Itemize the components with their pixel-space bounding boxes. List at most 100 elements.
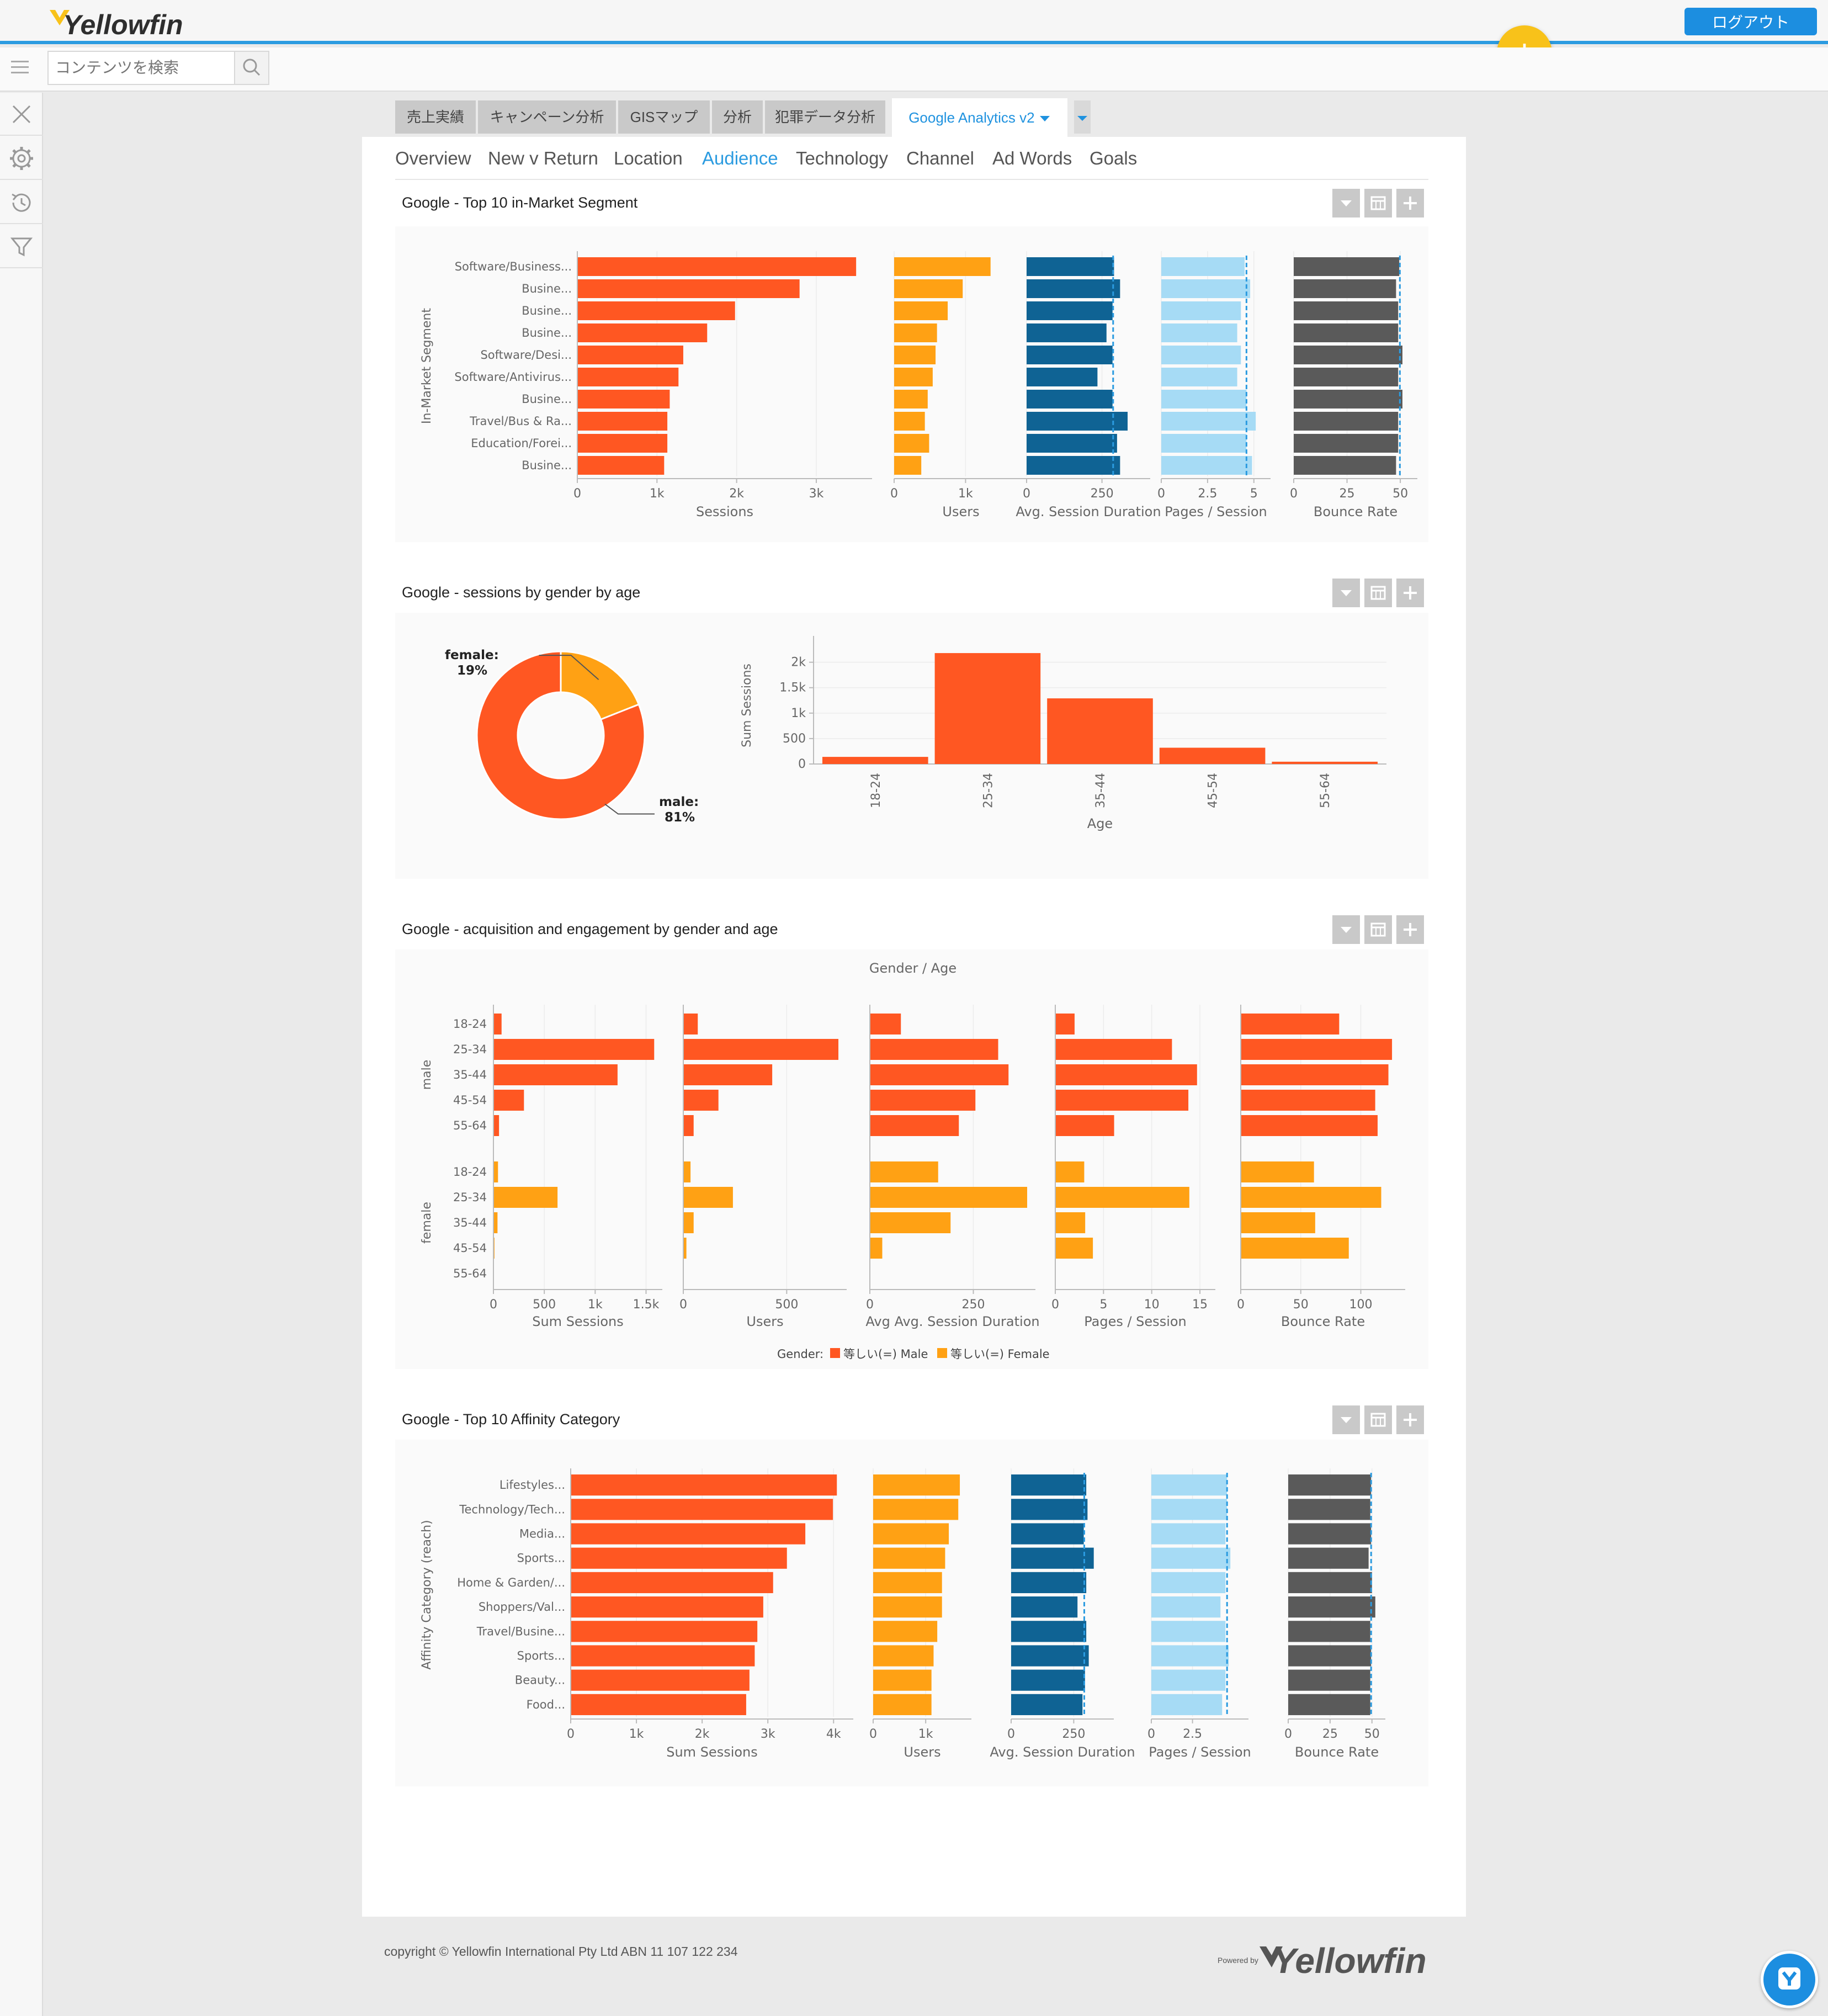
- axis-title: Age: [1087, 816, 1113, 831]
- left-sidebar: [0, 93, 43, 2016]
- bar: [1288, 1499, 1370, 1520]
- add-report-button[interactable]: [1396, 579, 1424, 607]
- bar: [1011, 1669, 1085, 1691]
- menu-icon[interactable]: [10, 60, 30, 75]
- tick-label: 0: [798, 757, 806, 771]
- settings-button[interactable]: [0, 137, 43, 180]
- bar: [493, 1090, 524, 1111]
- report-tab[interactable]: 犯罪データ分析: [765, 100, 885, 134]
- bar: [1161, 412, 1256, 431]
- bar: [1241, 1161, 1314, 1182]
- bar: [873, 1547, 945, 1569]
- category-label: 18-24: [869, 773, 883, 808]
- tick-label: 5: [1099, 1298, 1107, 1312]
- tab-overview[interactable]: Overview: [395, 148, 471, 168]
- powered-by-yellowfin-logo[interactable]: Powered by Yellowfin: [1214, 1932, 1441, 1987]
- report-actions: [1332, 579, 1427, 607]
- bar: [577, 257, 857, 276]
- report-menu-button[interactable]: [1332, 579, 1360, 607]
- report-title[interactable]: Google - acquisition and engagement by g…: [402, 921, 778, 937]
- report-tab-active[interactable]: Google Analytics v2: [892, 98, 1067, 137]
- axis-title: Sum Sessions: [666, 1744, 758, 1760]
- table-view-button[interactable]: [1364, 189, 1392, 217]
- tab-location[interactable]: Location: [614, 148, 683, 168]
- bar: [1027, 323, 1107, 342]
- bar: [873, 1523, 949, 1545]
- report-tab[interactable]: 売上実績: [395, 100, 476, 134]
- in-market-segment-chart: In-Market Segment Software/Business... Bus…: [420, 251, 1417, 519]
- category-label: Beauty...: [515, 1674, 565, 1687]
- logout-button[interactable]: ログアウト: [1684, 8, 1817, 35]
- bar: [1161, 257, 1245, 276]
- report-tab[interactable]: GISマップ: [618, 100, 710, 134]
- bar: [1288, 1572, 1372, 1593]
- bar: [577, 368, 679, 386]
- history-icon: [12, 193, 31, 212]
- bar: [1055, 1212, 1086, 1233]
- report-tab[interactable]: キャンペーン分析: [478, 100, 616, 134]
- bar: [1241, 1212, 1315, 1233]
- tab-new-v-return[interactable]: New v Return: [488, 148, 598, 168]
- bar: [873, 1499, 959, 1520]
- tick-label: 0: [869, 1727, 877, 1741]
- report-menu-button[interactable]: [1332, 189, 1360, 217]
- chat-button[interactable]: [1761, 1951, 1818, 2008]
- tab-technology[interactable]: Technology: [796, 148, 888, 168]
- table-view-button[interactable]: [1364, 915, 1392, 944]
- bar: [1011, 1572, 1087, 1593]
- report-actions: [1332, 189, 1427, 217]
- close-panel-button[interactable]: [0, 93, 43, 136]
- bar: [1151, 1669, 1226, 1691]
- bar: [894, 346, 936, 364]
- yellowfin-logo[interactable]: Yellowfin: [47, 3, 185, 44]
- bar: [870, 1115, 959, 1136]
- history-button[interactable]: [0, 181, 43, 224]
- plus-icon: [1404, 1413, 1417, 1426]
- table-view-button[interactable]: [1364, 1405, 1392, 1434]
- report-title[interactable]: Google - sessions by gender by age: [402, 584, 641, 601]
- category-label: Food...: [527, 1698, 565, 1711]
- sub-tabs-divider: [395, 179, 1428, 180]
- category-label: 45-54: [1207, 773, 1220, 808]
- tick-label: 10: [1144, 1298, 1160, 1312]
- table-view-button[interactable]: [1364, 579, 1392, 607]
- category-label: 35-44: [1094, 773, 1108, 808]
- bar: [1055, 1238, 1093, 1259]
- category-label: Software/Business...: [455, 260, 572, 273]
- axis-title: Users: [942, 504, 979, 519]
- bar: [1027, 412, 1128, 431]
- tick-label: 500: [775, 1298, 798, 1312]
- tick-label: 0: [1284, 1727, 1292, 1741]
- report-menu-button[interactable]: [1332, 915, 1360, 944]
- filter-button[interactable]: [0, 225, 43, 268]
- report-title[interactable]: Google - Top 10 Affinity Category: [402, 1411, 620, 1428]
- add-report-button[interactable]: [1396, 915, 1424, 944]
- chevron-down-icon: [1341, 200, 1352, 206]
- tab-ad-words[interactable]: Ad Words: [992, 148, 1072, 168]
- tick-label: 50: [1393, 487, 1408, 501]
- report-tab-menu-button[interactable]: [1074, 100, 1091, 134]
- tick-label: 0: [890, 487, 898, 501]
- bar: [1294, 412, 1399, 431]
- add-report-button[interactable]: [1396, 1405, 1424, 1434]
- report-title[interactable]: Google - Top 10 in-Market Segment: [402, 194, 638, 211]
- bar: [870, 1161, 938, 1182]
- bar: [571, 1499, 833, 1520]
- bar: [1288, 1547, 1369, 1569]
- search-input[interactable]: [47, 51, 235, 85]
- tick-label: 0: [567, 1727, 575, 1741]
- bar: [683, 1039, 839, 1060]
- search-button[interactable]: [234, 51, 269, 85]
- bar: [571, 1596, 763, 1618]
- search-bar: [0, 47, 1828, 92]
- affinity-category-chart: Affinity Category (reach) Lifestyles... Te…: [420, 1468, 1385, 1760]
- report-tab[interactable]: 分析: [712, 100, 763, 134]
- bar: [1294, 301, 1399, 320]
- tab-channel[interactable]: Channel: [906, 148, 974, 168]
- add-report-button[interactable]: [1396, 189, 1424, 217]
- tab-goals[interactable]: Goals: [1090, 148, 1138, 168]
- tab-audience[interactable]: Audience: [702, 148, 778, 168]
- search-icon: [243, 59, 261, 76]
- sessions-gender-age-chart: female: 19% male:81% 0 500 1k 1.5k 2k 18-24 25-34…: [445, 636, 1386, 831]
- report-menu-button[interactable]: [1332, 1405, 1360, 1434]
